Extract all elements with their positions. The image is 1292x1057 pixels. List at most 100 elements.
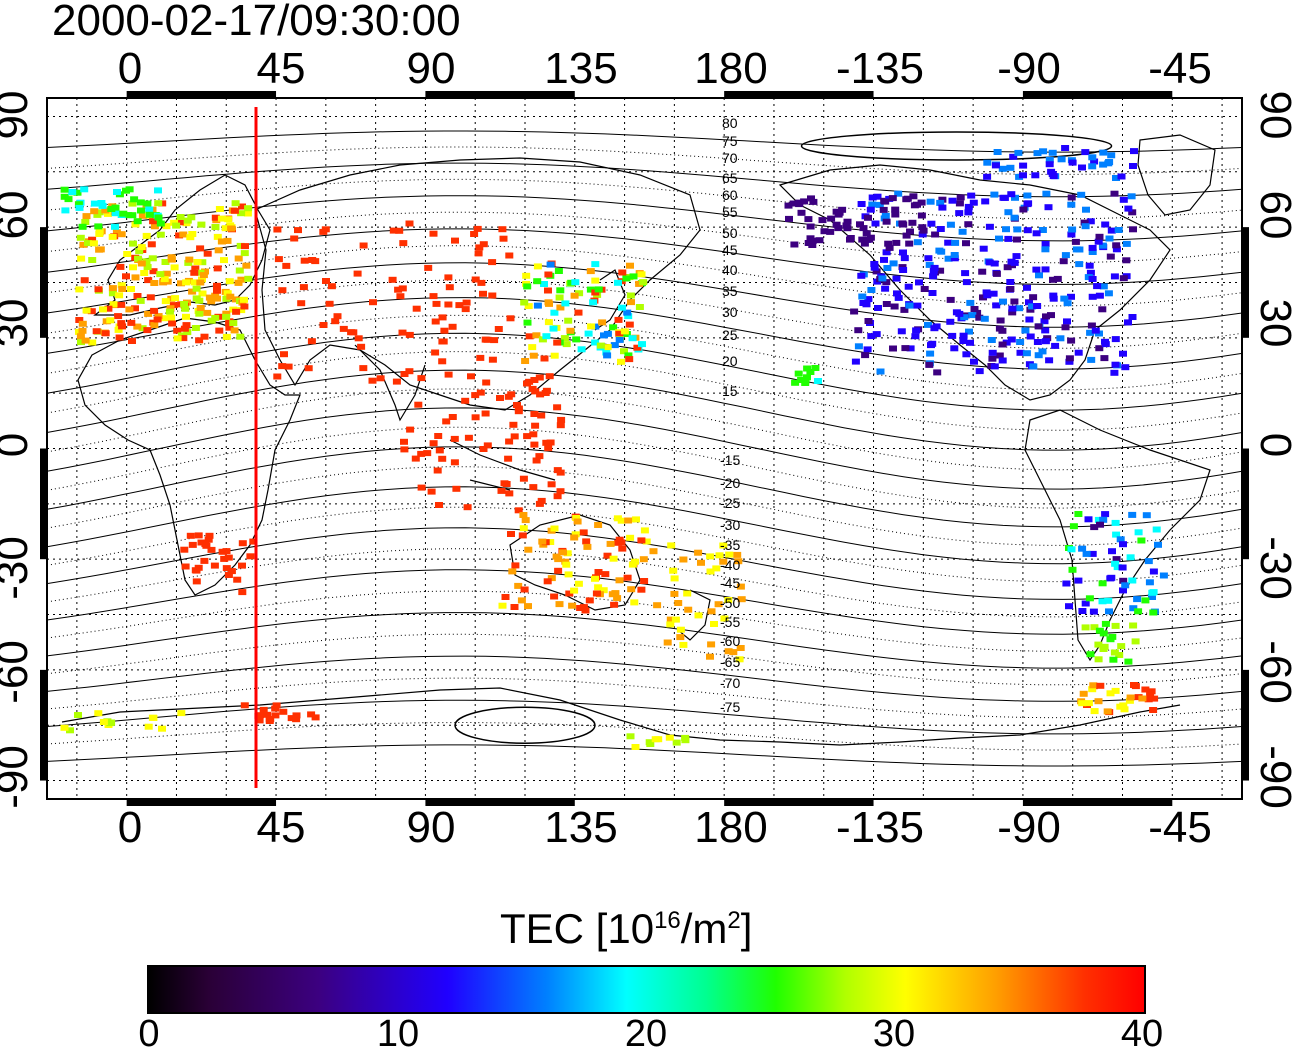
contour-line — [46, 279, 1243, 349]
tec-point — [1111, 687, 1120, 694]
tec-point — [570, 292, 579, 299]
tec-point — [1121, 582, 1130, 589]
tec-point — [882, 301, 891, 307]
contour-line — [46, 486, 1243, 565]
x-tick-bottom-5: -135 — [835, 803, 925, 852]
tec-point — [505, 252, 514, 259]
tec-point — [440, 327, 449, 334]
tec-point — [1099, 149, 1108, 156]
tec-point — [203, 250, 212, 257]
tec-point — [1019, 206, 1028, 213]
tec-point — [544, 319, 553, 326]
tec-point — [195, 310, 204, 317]
tec-point — [591, 261, 600, 268]
tec-point — [198, 259, 207, 266]
tec-point — [587, 323, 596, 330]
tec-point — [843, 218, 852, 225]
tec-point — [671, 616, 680, 623]
tec-point — [145, 211, 154, 218]
tec-point — [987, 337, 996, 343]
tec-point — [679, 556, 688, 563]
tec-point — [423, 450, 432, 457]
tec-point — [1100, 643, 1109, 650]
tec-point — [736, 645, 745, 651]
tec-point — [574, 309, 583, 316]
tec-point — [1003, 264, 1012, 271]
frame-axis-bars — [40, 91, 1249, 806]
coastline-south-america — [1024, 409, 1211, 662]
tec-point — [1128, 511, 1137, 518]
frame-bar-bottom — [425, 799, 575, 806]
tec-point — [1078, 164, 1086, 171]
contour-label-north: 60 — [722, 187, 738, 203]
tec-point — [623, 309, 632, 316]
tec-point — [1088, 154, 1097, 161]
tec-point — [1060, 295, 1069, 302]
coastline-europe — [93, 174, 271, 316]
tec-point — [880, 256, 888, 263]
tec-point — [533, 302, 542, 309]
tec-point — [966, 339, 974, 346]
tec-point — [729, 649, 738, 656]
tec-point — [800, 198, 809, 205]
tec-point — [631, 744, 640, 750]
tec-point — [1147, 688, 1156, 695]
tec-point — [932, 323, 941, 330]
tec-point — [872, 331, 881, 338]
tec-point — [637, 271, 646, 278]
tec-point — [858, 293, 867, 300]
tec-point — [544, 287, 552, 294]
tec-point — [706, 568, 715, 575]
tec-point — [892, 275, 901, 282]
tec-point — [1101, 620, 1110, 627]
tec-point — [547, 575, 556, 582]
tec-point — [144, 310, 153, 317]
tec-point — [429, 440, 438, 447]
tec-point — [400, 371, 409, 377]
tec-point — [640, 578, 649, 584]
tec-point — [1086, 651, 1095, 658]
tec-point — [993, 149, 1002, 155]
tec-point — [676, 634, 685, 641]
tec-point — [524, 303, 533, 310]
tec-point — [147, 241, 156, 248]
tec-point — [1111, 519, 1120, 526]
tec-point — [868, 194, 877, 201]
tec-point — [448, 323, 457, 330]
tec-point — [435, 502, 443, 508]
tec-point — [725, 551, 734, 558]
tec-point — [511, 562, 520, 569]
tec-point — [864, 296, 873, 303]
tec-point — [162, 223, 171, 230]
tec-point — [1134, 608, 1143, 615]
tec-point — [325, 300, 334, 307]
tec-point — [528, 385, 537, 392]
tec-point — [274, 256, 283, 263]
tec-point — [832, 221, 841, 228]
tec-point — [272, 702, 281, 709]
tec-point — [431, 318, 440, 325]
tec-point — [720, 615, 729, 622]
tec-point — [735, 656, 744, 663]
tec-point — [434, 433, 443, 439]
frame-bar-left — [40, 448, 47, 560]
tec-point — [504, 455, 513, 462]
tec-point — [1109, 656, 1118, 663]
tec-point — [188, 541, 197, 548]
tec-point — [1098, 242, 1107, 249]
tec-point — [535, 453, 544, 460]
tec-point — [950, 252, 959, 258]
tec-point — [1149, 707, 1158, 713]
tec-point — [913, 302, 922, 309]
tec-point — [964, 209, 973, 216]
tec-point — [1067, 546, 1076, 553]
tec-point — [190, 269, 199, 276]
tec-point — [278, 287, 287, 294]
tec-point — [294, 227, 302, 234]
tec-point — [1131, 683, 1140, 690]
tec-point — [90, 208, 99, 215]
tec-point — [609, 555, 618, 562]
tec-point — [1148, 589, 1157, 596]
tec-point — [412, 305, 421, 312]
tec-point — [1039, 148, 1048, 155]
